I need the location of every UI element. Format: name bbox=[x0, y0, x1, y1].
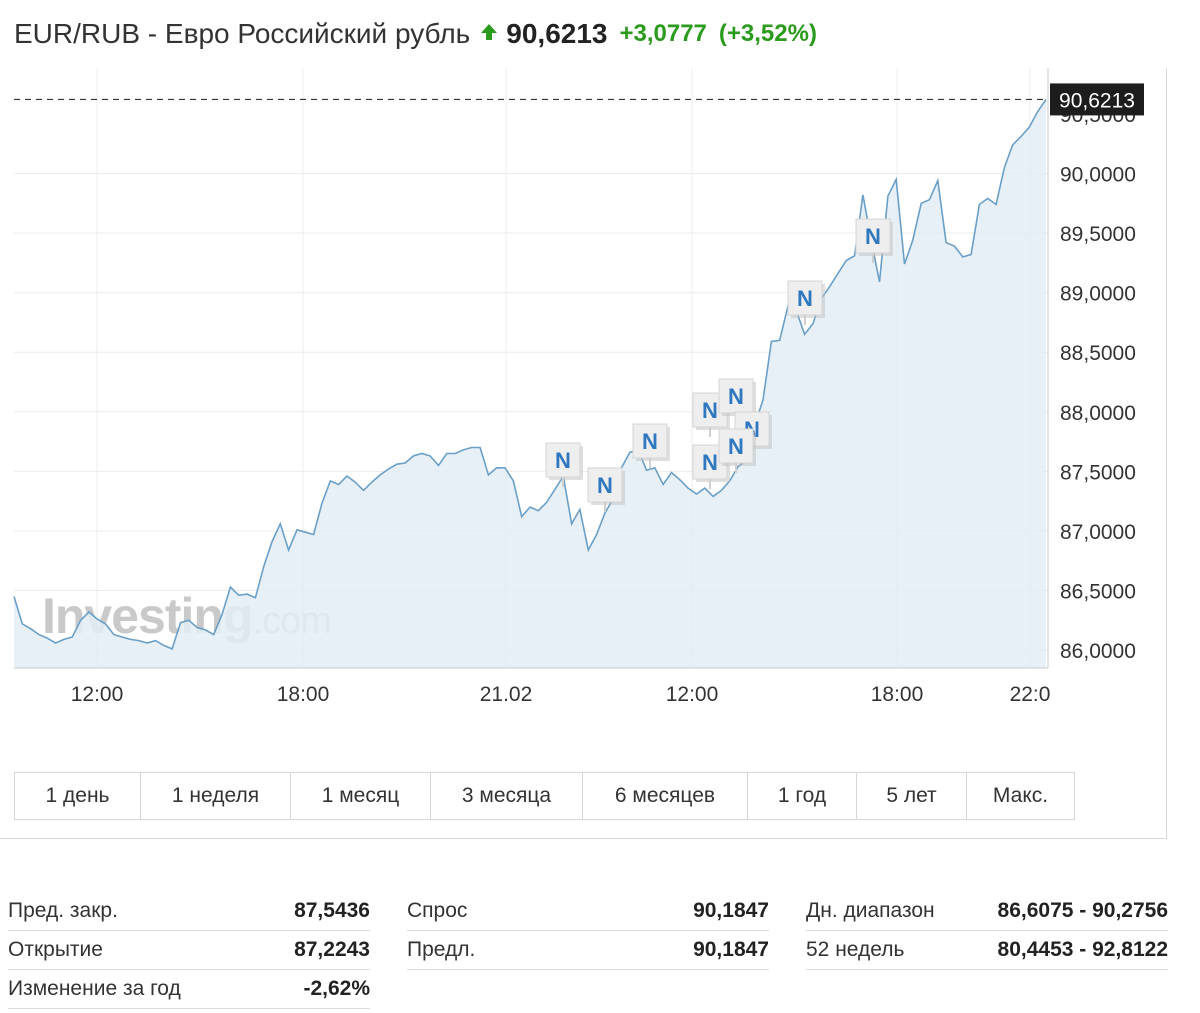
y-tick-label: 87,0000 bbox=[1060, 521, 1136, 544]
y-tick-label: 87,5000 bbox=[1060, 461, 1136, 484]
y-tick-label: 86,5000 bbox=[1060, 581, 1136, 604]
chart-container: 12:00 18:00 21.02 12:00 18:00 22:0 90,0000 89,5… bbox=[0, 68, 1167, 839]
news-marker[interactable]: N bbox=[632, 423, 670, 468]
series-area bbox=[14, 99, 1046, 668]
x-tick-label: 12:00 bbox=[666, 683, 719, 706]
news-marker-box bbox=[587, 467, 623, 503]
stat-label: Спрос bbox=[407, 899, 468, 922]
news-marker-label: N bbox=[642, 429, 658, 454]
x-tick-label: 12:00 bbox=[71, 683, 124, 706]
range-1-day-button[interactable]: 1 день bbox=[15, 773, 141, 819]
x-tick-label: 22:0 bbox=[1010, 683, 1051, 706]
y-tick-label: 89,5000 bbox=[1060, 223, 1136, 246]
news-marker-label: N bbox=[555, 448, 571, 473]
price-change: +3,0777 bbox=[619, 20, 707, 47]
news-marker-label: N bbox=[728, 384, 744, 409]
news-marker-box bbox=[545, 442, 581, 478]
stat-value: 90,1847 bbox=[693, 938, 769, 961]
stat-label: Открытие bbox=[8, 938, 103, 961]
stat-row-ask: Предл. 90,1847 bbox=[407, 931, 769, 970]
y-tick-label: 89,0000 bbox=[1060, 283, 1136, 306]
news-marker[interactable]: N bbox=[587, 467, 625, 512]
stat-row-bid: Спрос 90,1847 bbox=[407, 892, 769, 931]
y-tick-label: 88,5000 bbox=[1060, 342, 1136, 365]
news-marker-box bbox=[855, 218, 891, 254]
stats-column-2: Спрос 90,1847 Предл. 90,1847 bbox=[407, 892, 769, 970]
arrow-up-icon bbox=[480, 23, 498, 41]
stat-value: 80,4453 - 92,8122 bbox=[997, 938, 1168, 961]
stat-value: -2,62% bbox=[303, 977, 370, 1000]
news-marker[interactable]: N bbox=[787, 280, 825, 325]
range-max-button[interactable]: Макс. bbox=[967, 773, 1074, 819]
news-marker-label: N bbox=[865, 224, 881, 249]
range-selector: 1 день 1 неделя 1 месяц 3 месяца 6 месяц… bbox=[14, 772, 1075, 820]
news-marker-label: N bbox=[597, 473, 613, 498]
news-marker-label: N bbox=[702, 398, 718, 423]
y-tick-label: 86,0000 bbox=[1060, 640, 1136, 663]
x-tick-label: 18:00 bbox=[871, 683, 924, 706]
stat-row-open: Открытие 87,2243 bbox=[8, 931, 370, 970]
stat-label: Пред. закр. bbox=[8, 899, 118, 922]
quote-header: EUR/RUB - Евро Российский рубль 90,6213 … bbox=[14, 14, 817, 54]
stats-column-1: Пред. закр. 87,5436 Открытие 87,2243 Изм… bbox=[8, 892, 370, 1009]
last-price-label: 90,6213 bbox=[1059, 89, 1135, 112]
stat-label: Дн. диапазон bbox=[806, 899, 935, 922]
stat-value: 87,5436 bbox=[294, 899, 370, 922]
news-marker[interactable]: N bbox=[855, 218, 893, 263]
y-tick-label: 88,0000 bbox=[1060, 402, 1136, 425]
stat-label: Изменение за год bbox=[8, 977, 181, 1000]
stat-label: Предл. bbox=[407, 938, 476, 961]
range-5-years-button[interactable]: 5 лет bbox=[857, 773, 967, 819]
stat-row-prev-close: Пред. закр. 87,5436 bbox=[8, 892, 370, 931]
x-tick-label: 21.02 bbox=[480, 683, 533, 706]
news-marker-box bbox=[787, 280, 823, 316]
last-price-tag bbox=[1050, 83, 1144, 116]
price-change-percent: (+3,52%) bbox=[718, 20, 817, 47]
news-marker[interactable]: N bbox=[718, 428, 756, 473]
news-marker[interactable]: N bbox=[545, 442, 583, 487]
range-6-months-button[interactable]: 6 месяцев bbox=[583, 773, 748, 819]
x-tick-label: 18:00 bbox=[277, 683, 330, 706]
price-chart[interactable]: 12:00 18:00 21.02 12:00 18:00 22:0 90,0000 89,5… bbox=[0, 68, 1166, 838]
stats-column-3: Дн. диапазон 86,6075 - 90,2756 52 недель… bbox=[806, 892, 1168, 970]
y-tick-label: 90,0000 bbox=[1060, 163, 1136, 186]
last-price: 90,6213 bbox=[506, 18, 608, 49]
stat-label: 52 недель bbox=[806, 938, 905, 961]
stat-row-year-change: Изменение за год -2,62% bbox=[8, 970, 370, 1009]
range-1-month-button[interactable]: 1 месяц bbox=[291, 773, 431, 819]
range-1-week-button[interactable]: 1 неделя bbox=[141, 773, 291, 819]
range-1-year-button[interactable]: 1 год bbox=[748, 773, 857, 819]
stat-value: 87,2243 bbox=[294, 938, 370, 961]
range-3-months-button[interactable]: 3 месяца bbox=[431, 773, 583, 819]
stat-row-52-week: 52 недель 80,4453 - 92,8122 bbox=[806, 931, 1168, 970]
stat-value: 86,6075 - 90,2756 bbox=[997, 899, 1168, 922]
instrument-title: EUR/RUB - Евро Российский рубль bbox=[14, 18, 471, 49]
news-marker-box bbox=[718, 378, 754, 414]
news-marker-label: N bbox=[797, 286, 813, 311]
news-marker-label: N bbox=[728, 434, 744, 459]
news-marker-label: N bbox=[702, 450, 718, 475]
stat-value: 90,1847 bbox=[693, 899, 769, 922]
news-marker[interactable]: N bbox=[718, 378, 756, 423]
stat-row-day-range: Дн. диапазон 86,6075 - 90,2756 bbox=[806, 892, 1168, 931]
news-marker-box bbox=[718, 428, 754, 464]
